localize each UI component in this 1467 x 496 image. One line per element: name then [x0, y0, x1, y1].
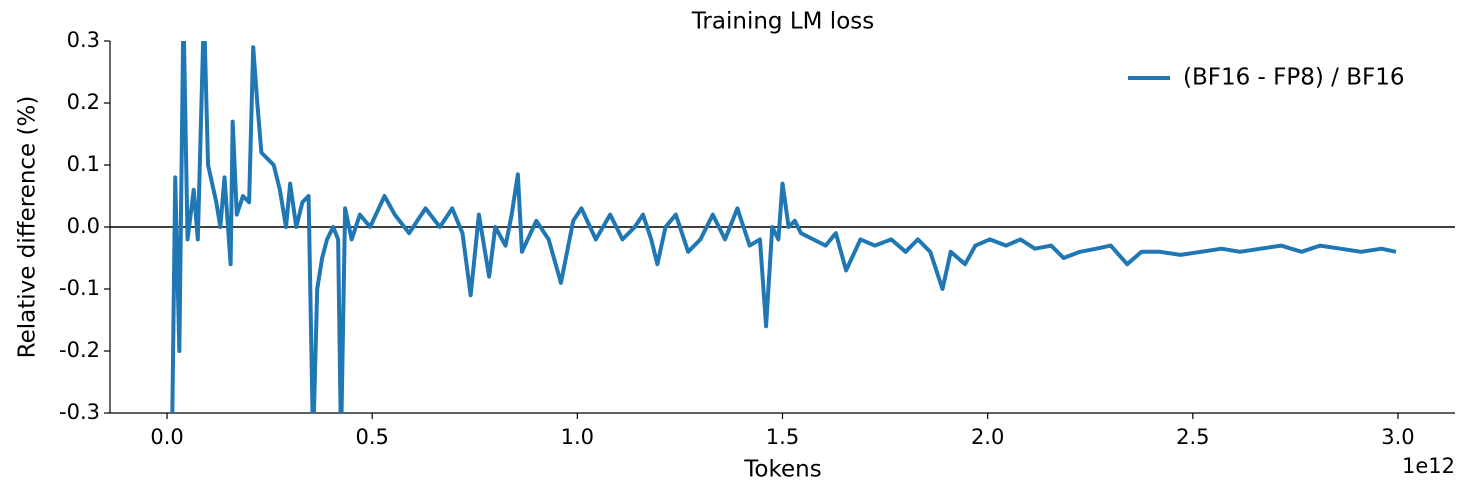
y-tick-label: -0.3	[59, 400, 100, 424]
y-tick-label: 0.3	[67, 28, 100, 52]
x-tick-label: 0.0	[150, 425, 183, 449]
x-tick-label: 1.0	[561, 425, 594, 449]
y-tick-label: -0.2	[59, 338, 100, 362]
data-line	[170, 41, 1397, 413]
x-tick-label: 1.5	[766, 425, 799, 449]
y-tick-label: 0.2	[67, 90, 100, 114]
x-tick-label: 2.5	[1176, 425, 1209, 449]
x-axis-label: Tokens	[743, 457, 821, 483]
x-tick-label: 3.0	[1381, 425, 1414, 449]
y-tick-label: -0.1	[59, 276, 100, 300]
plot-area	[170, 41, 1397, 413]
chart-title: Training LM loss	[691, 9, 874, 35]
legend-label: (BF16 - FP8) / BF16	[1183, 65, 1405, 91]
x-tick-label: 0.5	[355, 425, 388, 449]
x-offset-label: 1e12	[1402, 454, 1455, 478]
y-tick-label: 0.0	[67, 214, 100, 238]
y-axis-label: Relative difference (%)	[15, 96, 41, 359]
y-tick-label: 0.1	[67, 152, 100, 176]
x-tick-label: 2.0	[971, 425, 1004, 449]
